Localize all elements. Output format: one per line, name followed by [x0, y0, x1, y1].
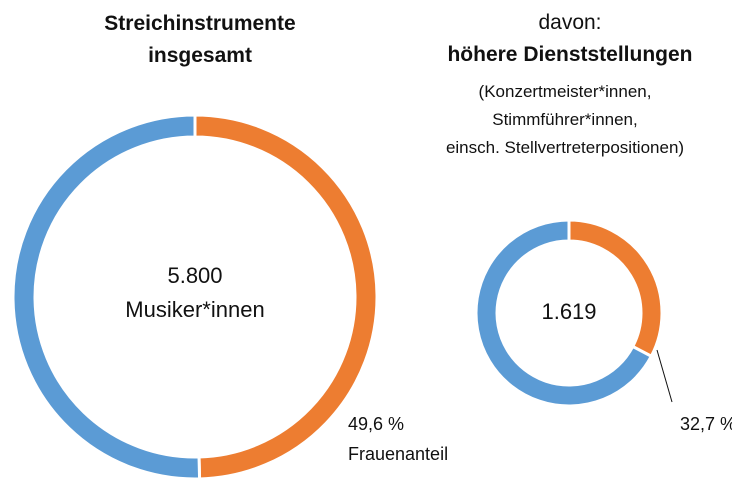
- donut-segment: [567, 218, 664, 359]
- note-line: (Konzertmeister*innen,: [478, 82, 652, 101]
- chart-note: (Konzertmeister*innen, Stimmführer*innen…: [390, 78, 732, 162]
- center-value: 1.619: [541, 299, 596, 324]
- center-value: 5.800: [167, 263, 222, 288]
- leader-line: [656, 349, 673, 403]
- chart-title: höhere Dienststellungen: [447, 43, 693, 66]
- value-label: 49,6 %: [348, 414, 404, 434]
- note-line: Stimmführer*innen,: [492, 110, 638, 129]
- annotation: Frauenanteil: [348, 444, 448, 464]
- center-label: Musiker*innen: [125, 297, 264, 322]
- donut-segment: [11, 113, 202, 481]
- chart-subtitle: davon:: [538, 11, 602, 34]
- donut-segment: [474, 218, 654, 408]
- chart-title: Streichinstrumente insgesamt: [104, 12, 296, 67]
- value-label: 32,7 %: [680, 414, 732, 434]
- note-line: einsch. Stellvertreterpositionen): [445, 138, 685, 157]
